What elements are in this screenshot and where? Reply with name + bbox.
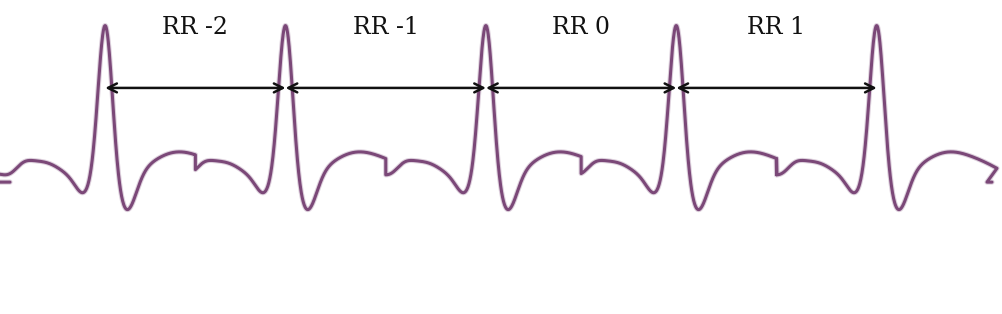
Text: RR -1: RR -1 [353,16,419,39]
Text: RR 0: RR 0 [552,16,610,39]
Text: RR -2: RR -2 [162,16,228,39]
Text: RR 1: RR 1 [747,16,806,39]
